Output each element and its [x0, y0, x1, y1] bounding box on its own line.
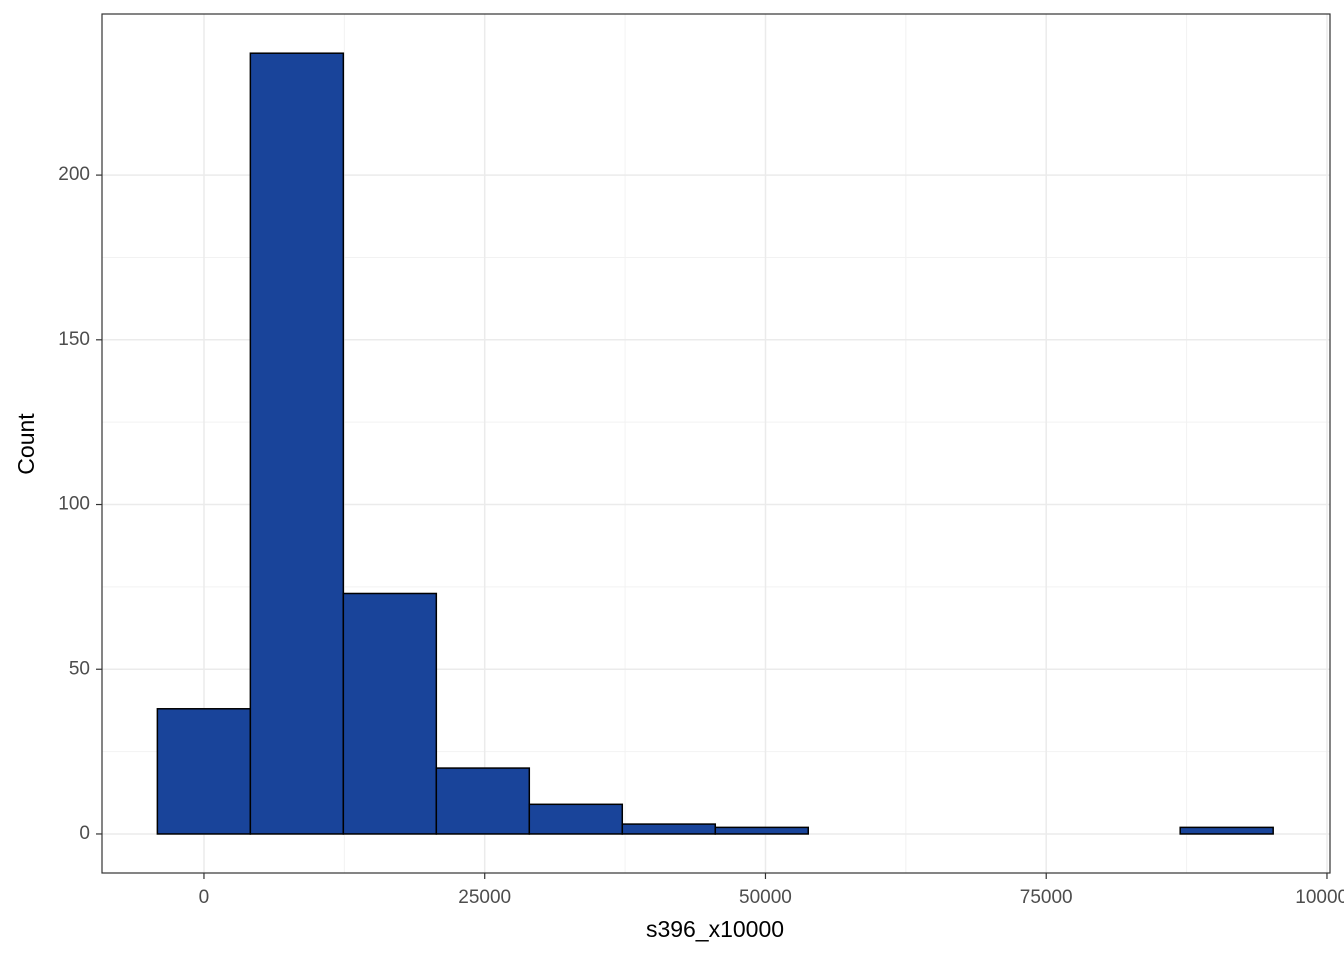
bar — [621, 823, 717, 835]
bar — [156, 708, 252, 835]
x-tick-label: 0 — [199, 887, 210, 908]
x-tick-label: 50000 — [739, 887, 792, 908]
bar — [528, 803, 624, 835]
x-axis-title: s396_x10000 — [646, 916, 784, 942]
x-tick-label: 25000 — [458, 887, 511, 908]
bar — [435, 767, 531, 835]
bar — [249, 52, 345, 835]
bar — [714, 826, 810, 835]
y-axis-title: Count — [13, 413, 39, 475]
bar — [1179, 826, 1274, 835]
y-tick-label: 150 — [58, 329, 90, 350]
bar — [342, 592, 438, 835]
panel-border — [101, 13, 1331, 874]
x-tick-label: 75000 — [1020, 887, 1073, 908]
y-tick-label: 0 — [79, 823, 90, 844]
y-tick-label: 100 — [58, 494, 90, 515]
y-tick-label: 50 — [69, 658, 90, 679]
y-tick-label: 200 — [58, 164, 90, 185]
